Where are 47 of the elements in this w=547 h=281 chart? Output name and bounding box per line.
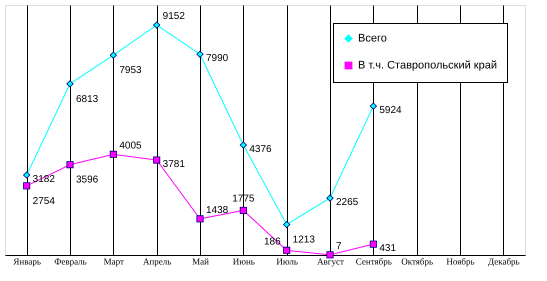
x-tick-label: Декабрь xyxy=(488,256,520,266)
data-label: 5924 xyxy=(379,105,402,116)
point xyxy=(110,150,117,158)
point xyxy=(283,246,290,254)
point xyxy=(23,171,30,179)
point xyxy=(240,141,247,149)
x-tick-label: Июнь xyxy=(232,256,255,266)
x-tick-label: Март xyxy=(104,256,124,266)
point xyxy=(370,240,377,248)
point xyxy=(153,21,160,29)
data-label: 431 xyxy=(379,243,396,254)
data-label: 1438 xyxy=(206,204,229,216)
point xyxy=(326,251,334,258)
x-tick-label: Май xyxy=(192,256,210,266)
data-label: 3781 xyxy=(162,159,186,170)
x-tick-label: Январь xyxy=(13,256,41,266)
point xyxy=(23,182,30,190)
x-tick-label: Апрель xyxy=(142,256,172,266)
x-tick-label: Сентябрь xyxy=(356,256,392,266)
data-label: 2265 xyxy=(336,197,359,208)
x-tick-label: Август xyxy=(317,256,344,266)
point xyxy=(66,161,74,168)
point xyxy=(240,206,247,214)
point xyxy=(283,220,290,228)
data-label: 4005 xyxy=(119,140,142,152)
data-label: 7953 xyxy=(119,65,142,76)
legend-label: Всего xyxy=(358,32,387,44)
data-label: 7 xyxy=(336,240,342,252)
legend-label: В т.ч. Ставропольский край xyxy=(358,60,497,72)
data-label: 7990 xyxy=(206,53,229,64)
point xyxy=(153,156,160,164)
point xyxy=(196,215,204,222)
point xyxy=(326,194,334,202)
data-label: 9152 xyxy=(162,11,186,22)
point xyxy=(370,102,377,110)
data-label: 6813 xyxy=(76,94,99,105)
x-tick-label: Февраль xyxy=(54,256,87,266)
data-label: 3596 xyxy=(76,174,99,186)
x-tick-label: Июль xyxy=(276,256,298,266)
data-label: 4376 xyxy=(249,144,272,156)
point xyxy=(66,80,74,88)
data-label: 2754 xyxy=(32,196,56,207)
data-label: 1213 xyxy=(292,234,316,246)
point xyxy=(110,52,117,59)
point xyxy=(196,50,204,58)
x-tick-label: Ноябрь xyxy=(446,256,475,266)
x-tick-label: Октябрь xyxy=(401,256,434,266)
